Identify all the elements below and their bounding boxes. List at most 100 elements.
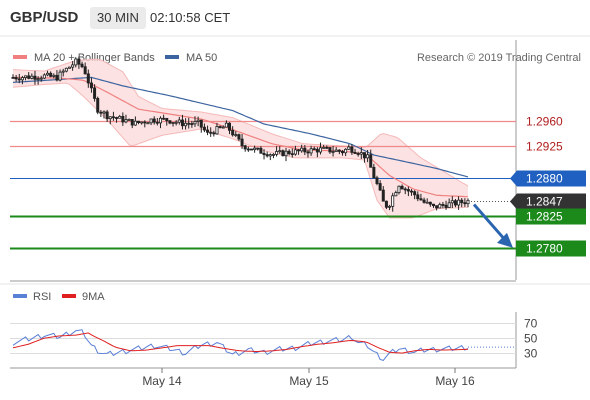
candle-body [168,120,172,124]
candle-body [102,111,106,114]
candle-body [384,200,388,208]
candle-body [268,154,272,157]
bollinger-lower [12,82,469,219]
ma50-legend-label: MA 50 [186,52,217,64]
candle-body [428,201,432,205]
instrument-title: GBP/USD [10,9,79,26]
candle-body [344,148,348,154]
candle-body [165,117,169,122]
candle-body [27,75,31,79]
candle-body [309,148,313,154]
candle-body [33,75,37,80]
candle-body [431,203,435,207]
candle-body [453,200,457,206]
candle-body [293,149,297,155]
candle-body [300,147,304,152]
candle-body [86,73,90,84]
candle-body [196,119,200,122]
candle-body [58,71,62,81]
candle-body [435,205,439,209]
ma20-legend-swatch [13,55,27,59]
ma9-line [12,332,469,354]
candle-body [30,75,34,79]
candle-body [337,149,341,152]
bollinger-band [13,59,468,218]
candle-body [187,122,191,125]
candle-body [162,117,166,120]
candle-body [49,72,53,77]
rsi-tick-label: 70 [524,317,538,331]
timeframe-badge[interactable]: 30 MIN [90,7,146,29]
rsi-tick-label: 50 [524,332,538,346]
candle-body [42,74,46,79]
candle-body [171,122,175,124]
candle-body [118,116,122,119]
candle-body [17,78,21,81]
pivot-label: 1.2925 [526,140,563,154]
candle-body [115,117,119,119]
rsi-legend-label: RSI [33,291,51,303]
last-price-label: 1.2847 [526,195,563,209]
candle-body [397,185,401,194]
candle-body [24,75,28,78]
candle-body [369,154,373,168]
candle-body [284,150,288,157]
candle-body [444,204,448,208]
candle-body [275,151,279,155]
candle-body [350,146,354,153]
candle-body [372,166,376,179]
candle-body [262,152,266,156]
candle-body [281,150,285,157]
candle-body [378,183,382,191]
candle-body [256,147,260,150]
candle-body [438,204,442,209]
candle-body [77,58,81,65]
candle-body [331,151,335,153]
candle-body [303,147,307,153]
ma50-legend-swatch [165,55,179,59]
candle-body [174,121,178,124]
candle-body [460,199,464,204]
candle-body [271,154,275,156]
x-tick-label: May 15 [289,374,329,388]
candle-body [11,77,15,79]
candle-body [140,121,144,124]
candle-body [441,204,445,206]
candle-body [406,189,410,192]
candle-body [83,66,87,75]
candle-body [127,119,131,121]
candle-body [14,77,18,80]
candle-body [246,148,250,151]
rsi-legend-swatch [13,294,27,298]
candle-body [340,151,344,154]
candle-body [143,121,147,124]
candle-body [381,189,385,202]
candle-body [61,70,65,73]
forecast-arrow-shaft [472,203,507,241]
research-credit: Research © 2019 Trading Central [417,52,581,64]
candle-body [133,120,137,126]
candle-body [359,152,363,155]
candle-body [259,147,263,154]
candle-body [328,147,332,153]
candle-body [209,131,213,134]
candle-body [20,77,24,81]
candle-body [190,123,194,125]
candle-body [55,74,59,81]
candle-body [80,63,84,68]
candle-body [124,119,128,123]
candle-body [322,146,326,149]
candle-body [416,194,420,200]
candle-body [306,151,310,154]
candle-body [400,185,404,190]
candle-body [121,116,125,123]
candle-body [184,122,188,127]
candle-body [391,195,395,207]
last-price-tag [510,193,586,210]
timestamp: 02:10:58 CET [150,10,231,25]
candle-body [221,126,225,129]
pivot-label: 1.2960 [526,115,563,129]
candle-body [347,146,351,150]
candle-body [36,78,40,81]
candle-body [463,202,467,205]
